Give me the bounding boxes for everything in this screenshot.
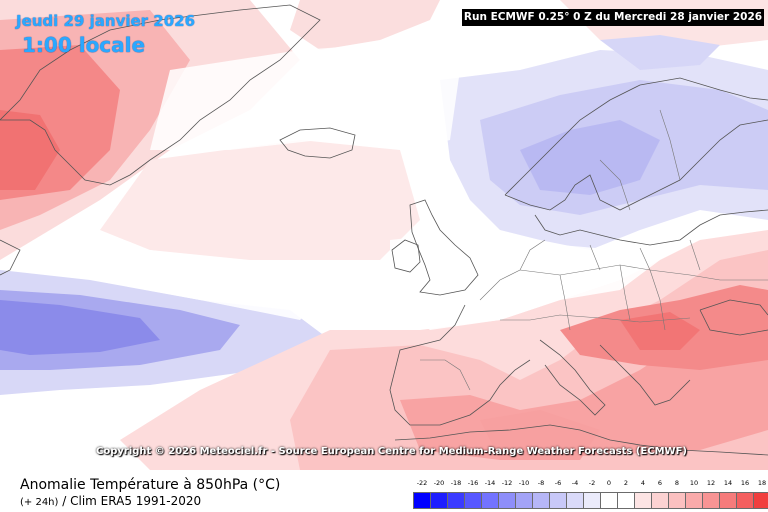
neutral-areas (120, 40, 660, 330)
legend-label: 16 (740, 479, 750, 487)
legend-swatch (583, 492, 601, 509)
color-scale-legend: -22 -20 -18 -16 -14 -12 -10 -8 -6 -4 -2 0 2 4 6 8 10 12 14… (413, 479, 768, 509)
legend-swatch (736, 492, 754, 509)
variable-title: Anomalie Température à 850hPa (°C) (20, 477, 281, 493)
legend-label: -12 (501, 479, 513, 487)
legend-swatch (464, 492, 482, 509)
legend-label: -14 (484, 479, 496, 487)
forecast-date: Jeudi 29 janvier 2026 (16, 12, 196, 30)
country-borders (420, 109, 768, 391)
cold-anomaly-scandinavia (440, 35, 768, 250)
legend-swatch (719, 492, 737, 509)
legend-swatch (753, 492, 768, 509)
legend-swatch (413, 492, 431, 509)
legend-label: -16 (467, 479, 479, 487)
map-footer: Anomalie Température à 850hPa (°C) (+ 24… (0, 470, 768, 512)
legend-swatches (413, 492, 768, 509)
legend-label: -4 (571, 479, 579, 487)
legend-label: 14 (723, 479, 733, 487)
legend-label: 0 (606, 479, 612, 487)
legend-swatch (481, 492, 499, 509)
legend-swatch (566, 492, 584, 509)
legend-swatch (430, 492, 448, 509)
legend-label: -18 (450, 479, 462, 487)
legend-label: -8 (537, 479, 545, 487)
climatology-reference: / Clim ERA5 1991-2020 (62, 494, 202, 508)
legend-label: -22 (416, 479, 428, 487)
copyright-notice: Copyright © 2026 Meteociel.fr - Source E… (96, 446, 687, 457)
legend-label: 18 (757, 479, 767, 487)
legend-swatch (447, 492, 465, 509)
legend-label: 4 (640, 479, 646, 487)
forecast-step: (+ 24h) (20, 497, 59, 508)
legend-swatch (668, 492, 686, 509)
legend-label: 6 (657, 479, 663, 487)
legend-swatch (634, 492, 652, 509)
legend-label: -6 (554, 479, 562, 487)
legend-swatch (600, 492, 618, 509)
legend-label: 12 (706, 479, 716, 487)
temperature-anomaly-map (0, 0, 768, 470)
cold-anomaly-atlantic (0, 270, 330, 395)
legend-swatch (515, 492, 533, 509)
legend-swatch (651, 492, 669, 509)
legend-swatch (549, 492, 567, 509)
variable-subtitle: (+ 24h) / Clim ERA5 1991-2020 (20, 494, 201, 508)
legend-label: -2 (588, 479, 596, 487)
run-info-banner: Run ECMWF 0.25° 0 Z du Mercredi 28 janvi… (462, 9, 764, 26)
legend-swatch (498, 492, 516, 509)
forecast-local-time: 1:00 locale (22, 33, 146, 57)
legend-label: 8 (674, 479, 680, 487)
legend-labels: -22 -20 -18 -16 -14 -12 -10 -8 -6 -4 -2 0 2 4 6 8 10 12 14… (413, 479, 766, 489)
legend-swatch (617, 492, 635, 509)
legend-label: 10 (689, 479, 699, 487)
coastlines (0, 4, 768, 456)
legend-swatch (702, 492, 720, 509)
legend-label: -10 (518, 479, 530, 487)
legend-label: 2 (623, 479, 629, 487)
legend-swatch (532, 492, 550, 509)
legend-label: -20 (433, 479, 445, 487)
legend-swatch (685, 492, 703, 509)
